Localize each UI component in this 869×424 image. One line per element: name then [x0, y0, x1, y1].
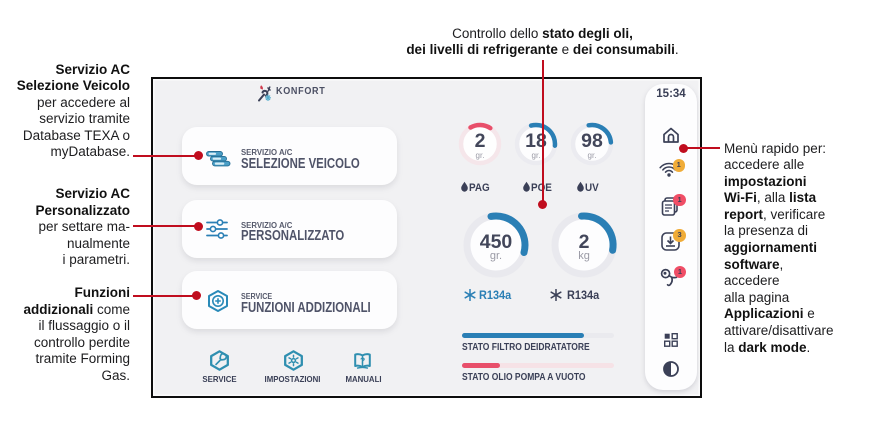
svg-text:?: ? [360, 356, 365, 366]
